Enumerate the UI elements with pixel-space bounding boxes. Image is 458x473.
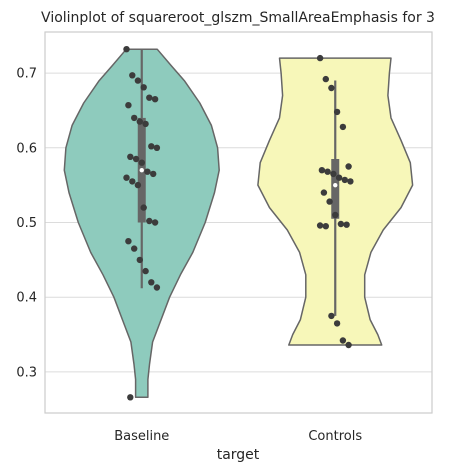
data-point xyxy=(142,120,149,128)
data-point xyxy=(153,144,161,151)
data-points xyxy=(123,46,354,401)
data-point xyxy=(148,143,155,150)
data-point xyxy=(335,174,343,181)
data-point xyxy=(345,163,352,170)
data-point xyxy=(322,75,329,83)
data-point xyxy=(318,167,326,174)
y-tick-label: 0.4 xyxy=(16,291,37,306)
y-tick-label: 0.6 xyxy=(16,141,37,156)
data-point xyxy=(324,168,331,175)
data-point xyxy=(316,222,324,229)
data-point xyxy=(339,337,347,344)
data-point xyxy=(144,168,151,175)
data-point xyxy=(127,153,134,160)
data-point xyxy=(150,170,157,178)
data-point xyxy=(328,84,335,92)
y-tick-label: 0.7 xyxy=(16,67,37,82)
data-point xyxy=(333,108,341,116)
data-point xyxy=(151,219,159,226)
data-point xyxy=(153,284,161,291)
data-point xyxy=(151,96,159,103)
data-point xyxy=(341,176,348,184)
data-point xyxy=(347,178,354,185)
data-point xyxy=(330,170,337,178)
y-tick-label: 0.5 xyxy=(16,216,37,231)
data-point xyxy=(146,94,153,101)
data-point xyxy=(333,320,341,327)
x-tick-label: Controls xyxy=(308,429,362,444)
data-point xyxy=(131,114,138,122)
data-point xyxy=(136,118,143,125)
plot-frame xyxy=(44,31,433,414)
data-point xyxy=(127,394,134,401)
data-point xyxy=(320,189,328,196)
box-iqr xyxy=(331,159,340,219)
data-point xyxy=(146,217,153,225)
data-point xyxy=(129,72,136,79)
data-point xyxy=(148,279,155,286)
data-point xyxy=(326,198,333,205)
data-point xyxy=(337,220,345,228)
data-point xyxy=(131,245,138,252)
box-median xyxy=(333,182,338,188)
data-point xyxy=(123,46,130,53)
box-median xyxy=(139,168,144,173)
x-tick-labels: Baseline Controls xyxy=(114,429,362,444)
data-point xyxy=(136,256,143,264)
chart-title: Violinplot of squareroot_glszm_SmallArea… xyxy=(41,10,435,26)
data-point xyxy=(339,123,347,131)
data-point xyxy=(328,312,335,320)
data-point xyxy=(343,221,350,228)
x-axis-label: target xyxy=(217,447,260,463)
data-point xyxy=(134,77,142,84)
data-point xyxy=(140,84,147,91)
y-tick-labels: 0.3 0.4 0.5 0.6 0.7 xyxy=(16,67,37,381)
data-point xyxy=(125,238,132,245)
data-point xyxy=(132,155,140,163)
data-point xyxy=(332,211,339,219)
x-tick-label: Baseline xyxy=(114,429,169,444)
data-point xyxy=(322,223,329,230)
data-point xyxy=(138,159,145,166)
data-point xyxy=(316,54,324,62)
data-point xyxy=(140,204,147,211)
data-point xyxy=(125,102,132,109)
data-point xyxy=(123,174,130,181)
data-point xyxy=(134,181,142,189)
y-tick-label: 0.3 xyxy=(16,365,37,380)
data-point xyxy=(129,178,136,185)
data-point xyxy=(142,267,149,275)
data-point xyxy=(345,341,352,349)
